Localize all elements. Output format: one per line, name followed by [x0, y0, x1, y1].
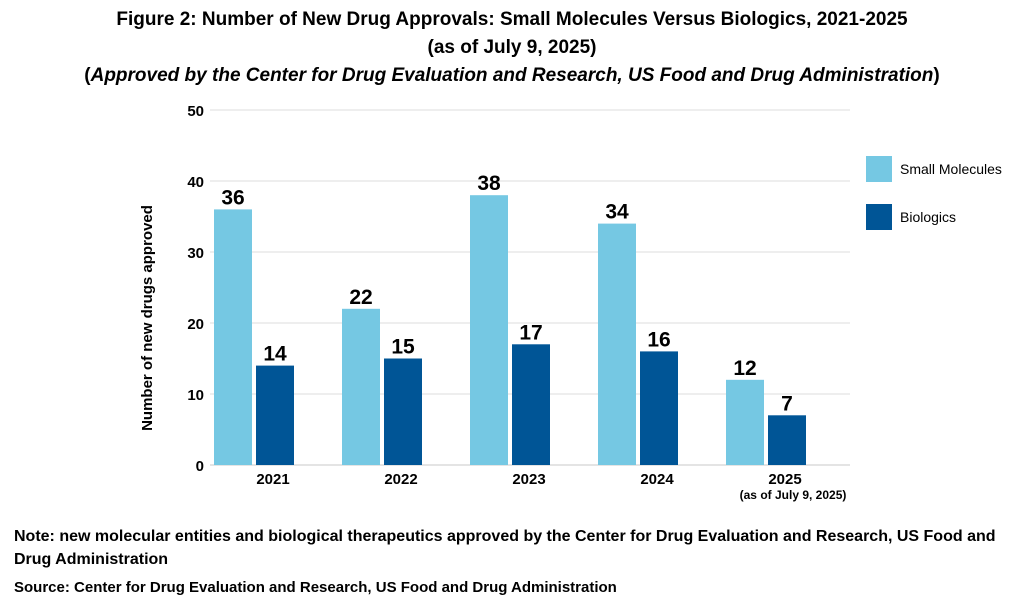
chart-title: Figure 2: Number of New Drug Approvals: …	[0, 6, 1024, 90]
title-line-3-open: (	[84, 65, 91, 86]
title-line-3: (Approved by the Center for Drug Evaluat…	[0, 62, 1024, 90]
data-label: 17	[519, 321, 542, 344]
data-label: 15	[391, 336, 415, 359]
bar-biologics	[256, 365, 294, 465]
bar-small-molecules	[470, 195, 508, 465]
bar-small-molecules	[342, 308, 380, 465]
title-line-3-italic: Approved by the Center for Drug Evaluati…	[90, 65, 934, 86]
bar-biologics	[768, 415, 806, 465]
x-tick-sublabel: (as of July 9, 2025)	[740, 488, 847, 502]
y-tick-label: 20	[187, 316, 204, 333]
legend-swatch	[866, 204, 892, 230]
bar-chart: 0 10 20 30 40 50 Number of new drugs approved 3…	[139, 103, 1002, 502]
data-label: 7	[781, 392, 793, 415]
data-label: 38	[477, 172, 501, 195]
x-tick-label: 2021	[256, 471, 289, 488]
bar-biologics	[512, 344, 550, 465]
chart-note: Note: new molecular entities and biologi…	[14, 528, 996, 568]
x-tick-label: 2024	[640, 471, 674, 488]
y-tick-label: 40	[187, 174, 204, 191]
bar-small-molecules	[726, 379, 764, 465]
y-tick-label: 10	[187, 387, 204, 404]
bar-small-molecules	[214, 209, 252, 465]
data-label: 12	[733, 357, 756, 380]
y-tick-label: 30	[187, 245, 204, 262]
x-tick-label: 2022	[384, 471, 417, 488]
y-axis-label: Number of new drugs approved	[139, 205, 156, 431]
chart-source: Source: Center for Drug Evaluation and R…	[14, 579, 617, 596]
y-tick-label: 0	[196, 458, 204, 475]
data-label: 34	[605, 201, 629, 224]
x-tick-label: 2023	[512, 471, 545, 488]
data-label: 22	[349, 286, 372, 309]
legend-swatch	[866, 156, 892, 182]
title-line-2: (as of July 9, 2025)	[427, 37, 597, 58]
title-line-3-close: )	[933, 65, 940, 86]
legend-label: Biologics	[900, 209, 956, 225]
x-tick-label: 2025	[768, 471, 801, 488]
bar-biologics	[640, 351, 678, 465]
data-label: 36	[221, 186, 244, 209]
bar-small-molecules	[598, 223, 636, 465]
data-label: 16	[647, 328, 670, 351]
legend-label: Small Molecules	[900, 161, 1002, 177]
title-line-1: Figure 2: Number of New Drug Approvals: …	[116, 9, 908, 30]
y-tick-label: 50	[187, 103, 204, 120]
bar-biologics	[384, 358, 422, 465]
data-label: 14	[263, 343, 287, 366]
